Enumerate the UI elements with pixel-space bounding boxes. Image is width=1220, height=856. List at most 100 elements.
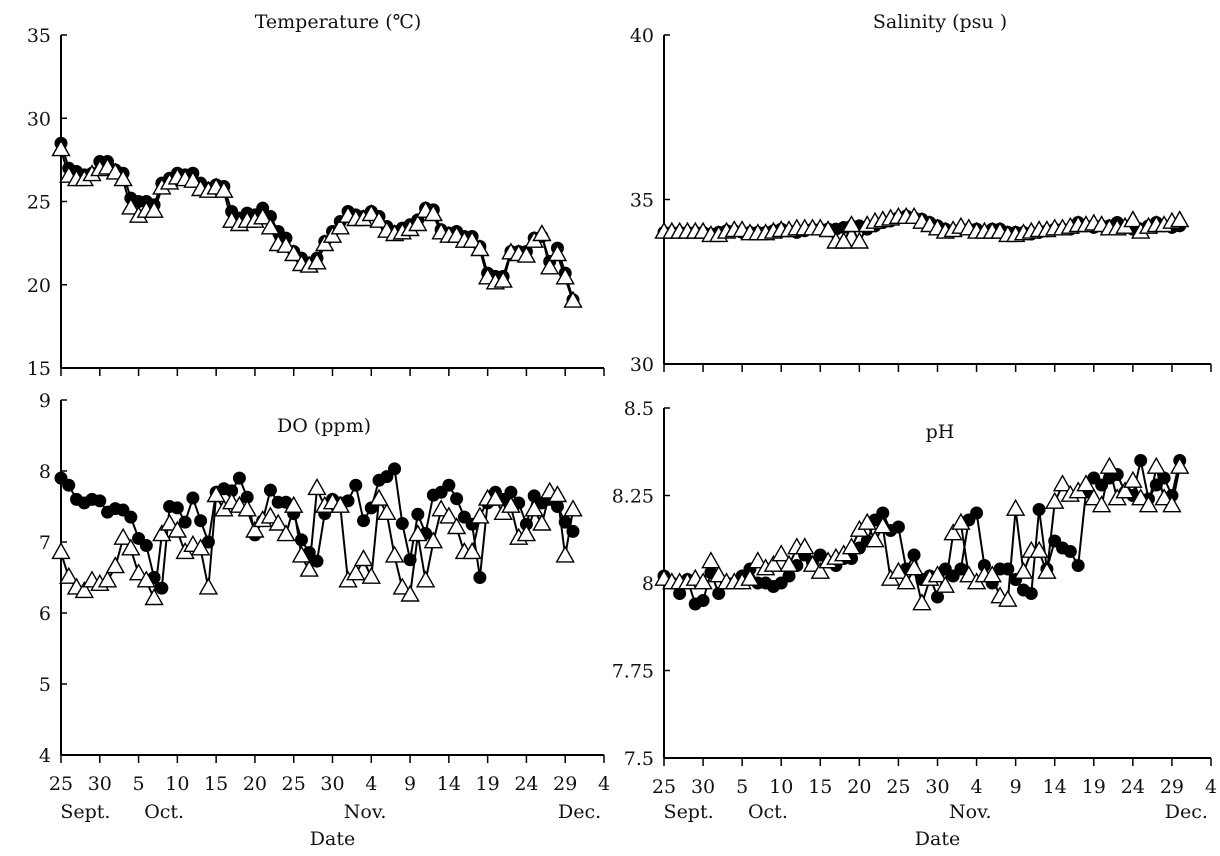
data-point-triangle xyxy=(400,584,420,602)
data-point-triangle xyxy=(415,570,436,588)
data-point-circle xyxy=(550,500,564,513)
data-point-triangle xyxy=(214,180,234,198)
data-point-triangle xyxy=(183,170,203,188)
data-point-triangle xyxy=(1052,474,1073,492)
data-point-circle xyxy=(566,524,580,538)
x-tick-label: 29 xyxy=(1160,776,1184,798)
x-tick-label: 25 xyxy=(652,776,676,798)
data-point-triangle xyxy=(369,488,389,506)
y-tick-label: 9 xyxy=(39,390,51,412)
data-point-circle xyxy=(891,520,905,534)
panel-title: DO (ppm) xyxy=(277,415,371,437)
data-point-triangle xyxy=(283,495,304,513)
month-label: Sept. xyxy=(60,801,110,823)
data-point-circle xyxy=(673,587,687,600)
data-point-triangle xyxy=(1029,540,1049,558)
data-point-triangle xyxy=(291,545,312,563)
data-point-triangle xyxy=(1115,481,1135,499)
x-tick-label: 30 xyxy=(691,776,715,798)
y-tick-label: 8.5 xyxy=(624,398,654,420)
chart-panel-1: 30 35 40 Salinity (psu ) xyxy=(630,11,1212,376)
data-point-circle xyxy=(696,594,710,607)
x-tick-label: 4 xyxy=(1205,776,1217,798)
data-point-triangle xyxy=(555,545,575,563)
data-point-triangle xyxy=(51,139,71,157)
data-point-triangle xyxy=(237,499,257,517)
x-tick-label: 24 xyxy=(1121,776,1145,798)
data-point-triangle xyxy=(314,234,335,252)
y-tick-label: 7.5 xyxy=(624,748,654,770)
data-point-triangle xyxy=(693,572,713,590)
data-point-triangle xyxy=(763,554,784,572)
data-point-triangle xyxy=(532,224,552,242)
data-point-circle xyxy=(201,535,215,549)
x-tick-label: 25 xyxy=(886,776,910,798)
data-point-circle xyxy=(1063,545,1077,558)
month-label: Nov. xyxy=(949,801,992,823)
x-tick-label: 14 xyxy=(1043,776,1067,798)
y-tick-label: 7 xyxy=(39,532,51,554)
data-point-circle xyxy=(62,478,76,492)
data-point-circle xyxy=(403,553,417,567)
y-tick-label: 6 xyxy=(39,603,51,625)
data-point-triangle xyxy=(152,524,172,542)
data-point-triangle xyxy=(252,207,273,225)
data-point-circle xyxy=(1071,559,1085,572)
data-point-triangle xyxy=(307,477,327,496)
data-point-triangle xyxy=(1169,210,1190,228)
y-tick-label: 20 xyxy=(27,275,51,297)
data-point-triangle xyxy=(539,257,560,275)
data-point-triangle xyxy=(547,485,568,503)
data-point-circle xyxy=(1032,503,1046,516)
data-point-circle xyxy=(294,533,308,547)
data-point-triangle xyxy=(470,506,490,524)
x-tick-label: 20 xyxy=(243,773,267,795)
x-tick-label: 20 xyxy=(847,776,871,798)
data-point-circle xyxy=(1134,454,1148,467)
data-point-circle xyxy=(931,590,944,604)
data-point-triangle xyxy=(128,563,149,581)
data-point-triangle xyxy=(144,588,164,606)
y-tick-label: 7.75 xyxy=(612,661,654,683)
y-tick-label: 35 xyxy=(27,25,51,47)
x-tick-label: 19 xyxy=(476,773,500,795)
data-point-triangle xyxy=(408,214,428,232)
data-point-circle xyxy=(395,517,409,531)
data-point-triangle xyxy=(1013,561,1034,579)
x-tick-label: 4 xyxy=(365,773,377,795)
data-point-triangle xyxy=(105,162,126,180)
data-point-triangle xyxy=(51,541,71,560)
y-tick-label: 40 xyxy=(630,25,654,47)
data-point-triangle xyxy=(802,554,823,572)
data-point-circle xyxy=(349,478,363,492)
x-tick-label: 14 xyxy=(437,773,461,795)
data-point-triangle xyxy=(563,499,583,517)
data-point-triangle xyxy=(1123,470,1143,488)
chart-panel-0: 15 20 25 30 35 Temperature (℃) xyxy=(27,11,605,380)
data-point-triangle xyxy=(927,565,948,583)
data-point-triangle xyxy=(167,520,188,538)
data-point-circle xyxy=(263,483,277,497)
data-point-triangle xyxy=(198,577,219,595)
data-point-triangle xyxy=(1154,488,1174,506)
data-point-triangle xyxy=(307,252,327,270)
data-point-triangle xyxy=(1005,498,1026,516)
data-point-triangle xyxy=(346,563,366,581)
data-point-triangle xyxy=(431,499,451,517)
data-point-triangle xyxy=(113,169,133,187)
data-point-triangle xyxy=(159,513,180,531)
data-point-triangle xyxy=(361,204,382,222)
chart-panel-2: 4 5 6 7 8 9 25 30 5 10 15 20 25 30 4 9 14 19 24 29 4 Sept. Oct… xyxy=(39,390,610,850)
data-point-circle xyxy=(225,484,239,498)
data-point-triangle xyxy=(408,524,428,542)
data-point-triangle xyxy=(779,554,799,572)
x-tick-label: 24 xyxy=(514,773,538,795)
data-point-circle xyxy=(155,581,169,595)
y-tick-label: 8 xyxy=(39,461,51,483)
data-point-circle xyxy=(357,514,371,528)
data-point-circle xyxy=(712,587,726,600)
panel-title: Salinity (psu ) xyxy=(873,11,1007,33)
data-point-triangle xyxy=(260,506,281,524)
chart-panel-3: 7.5 7.75 8 8.25 8.5 25 30 5 10 15 20 25 30 4 9 14 19 24 29… xyxy=(612,398,1217,850)
